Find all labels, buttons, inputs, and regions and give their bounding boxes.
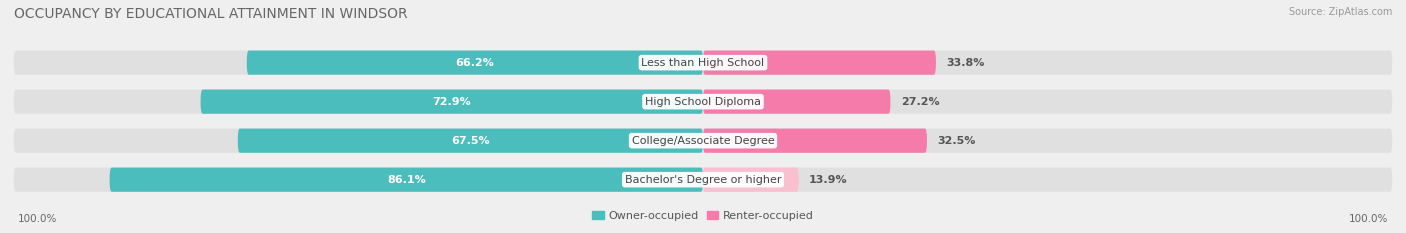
- Text: High School Diploma: High School Diploma: [645, 97, 761, 107]
- Text: Bachelor's Degree or higher: Bachelor's Degree or higher: [624, 175, 782, 185]
- FancyBboxPatch shape: [14, 89, 1392, 114]
- Text: 13.9%: 13.9%: [808, 175, 848, 185]
- Legend: Owner-occupied, Renter-occupied: Owner-occupied, Renter-occupied: [588, 206, 818, 225]
- Text: 33.8%: 33.8%: [946, 58, 984, 68]
- Text: Source: ZipAtlas.com: Source: ZipAtlas.com: [1288, 7, 1392, 17]
- Text: College/Associate Degree: College/Associate Degree: [631, 136, 775, 146]
- FancyBboxPatch shape: [14, 51, 1392, 75]
- FancyBboxPatch shape: [246, 51, 703, 75]
- Text: 100.0%: 100.0%: [18, 214, 58, 224]
- FancyBboxPatch shape: [703, 51, 936, 75]
- Text: Less than High School: Less than High School: [641, 58, 765, 68]
- Text: 86.1%: 86.1%: [387, 175, 426, 185]
- Text: OCCUPANCY BY EDUCATIONAL ATTAINMENT IN WINDSOR: OCCUPANCY BY EDUCATIONAL ATTAINMENT IN W…: [14, 7, 408, 21]
- FancyBboxPatch shape: [703, 89, 890, 114]
- FancyBboxPatch shape: [201, 89, 703, 114]
- FancyBboxPatch shape: [110, 168, 703, 192]
- Text: 67.5%: 67.5%: [451, 136, 489, 146]
- Text: 66.2%: 66.2%: [456, 58, 495, 68]
- FancyBboxPatch shape: [238, 129, 703, 153]
- Text: 27.2%: 27.2%: [901, 97, 939, 107]
- Text: 100.0%: 100.0%: [1348, 214, 1388, 224]
- Text: 72.9%: 72.9%: [433, 97, 471, 107]
- FancyBboxPatch shape: [703, 129, 927, 153]
- Text: 32.5%: 32.5%: [938, 136, 976, 146]
- FancyBboxPatch shape: [14, 168, 1392, 192]
- FancyBboxPatch shape: [703, 168, 799, 192]
- FancyBboxPatch shape: [14, 129, 1392, 153]
